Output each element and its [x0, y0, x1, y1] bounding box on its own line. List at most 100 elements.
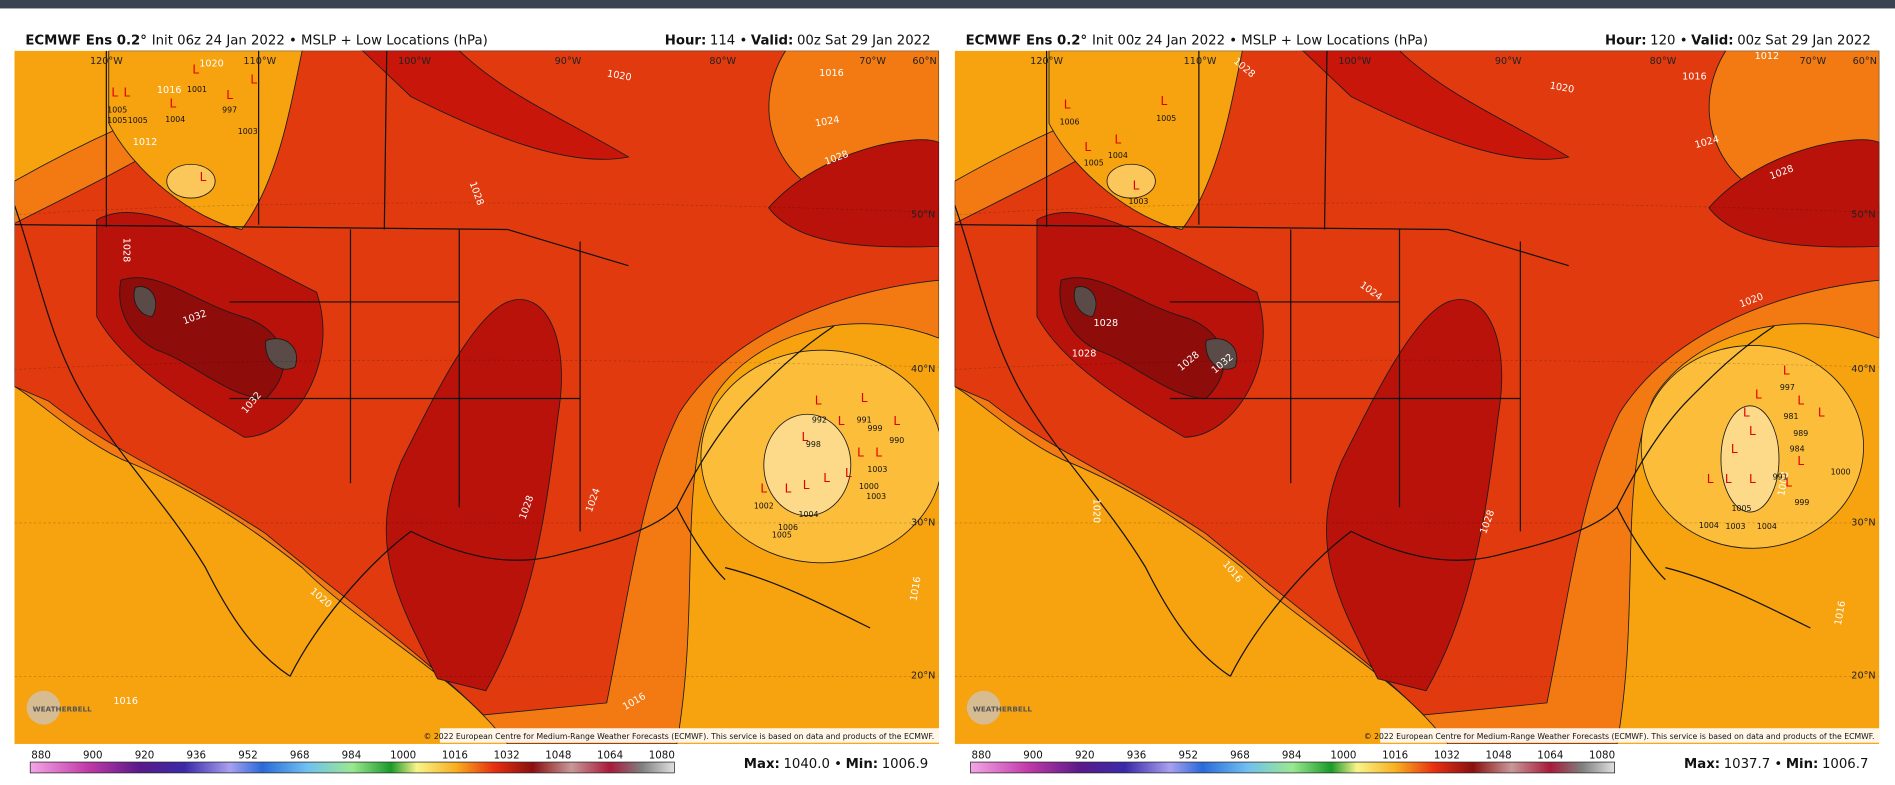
panel: ECMWF Ens 0.2° Init 06z 24 Jan 2022 • MSL…: [14, 34, 940, 774]
contour-label: 1028: [1072, 348, 1097, 359]
colorbar-label: 952: [1178, 749, 1198, 761]
low-value: 998: [806, 440, 821, 449]
pressure-region: [385, 299, 562, 692]
border-line: [14, 205, 291, 677]
low-marker: L: [838, 414, 845, 428]
contour-label: 1020: [1091, 499, 1102, 524]
max: 1037.7 •: [1724, 757, 1782, 772]
longitude-label: 120°W: [90, 56, 123, 67]
low-marker: L: [250, 72, 257, 86]
low-value: 981: [1784, 412, 1799, 421]
low-marker: L: [1743, 406, 1750, 420]
latitude-label: 30°N: [1851, 517, 1875, 528]
border-line: [954, 224, 1569, 267]
colorbar-label: 1016: [1382, 749, 1408, 761]
pressure-region: [108, 50, 303, 230]
low-marker: L: [1783, 363, 1790, 377]
low-marker: L: [169, 96, 176, 110]
border-line: [1323, 50, 1328, 230]
valid: 00z Sat 29 Jan 2022: [797, 34, 931, 49]
low-value: 1003: [1725, 522, 1745, 531]
low-value: 992: [812, 416, 827, 425]
latitude-label: 20°N: [1851, 671, 1875, 682]
low-value: 1004: [1699, 521, 1719, 530]
pressure-region: [1048, 50, 1243, 230]
contour-label: 1016: [819, 68, 844, 79]
low-marker: L: [226, 88, 233, 102]
low-value: 999: [1794, 498, 1809, 507]
low-marker: L: [1818, 406, 1825, 420]
low-marker: L: [1749, 472, 1756, 486]
contour-label: 1012: [133, 137, 158, 148]
pressure-region: [361, 50, 630, 160]
logo-badge: [966, 690, 1001, 725]
low-marker: L: [111, 86, 118, 100]
border-line: [954, 205, 1231, 677]
valid: 00z Sat 29 Jan 2022: [1737, 34, 1871, 49]
low-value: 1006: [1060, 117, 1080, 126]
low-marker: L: [200, 170, 207, 184]
colorbar-label: 968: [1230, 749, 1250, 761]
top-bar: [0, 0, 1895, 9]
contour-label: 1008: [1776, 471, 1791, 497]
low-marker: L: [1707, 472, 1714, 486]
contour-label: 1024: [814, 114, 840, 129]
latitude-label: 50°N: [1851, 209, 1875, 220]
latitude-label: 30°N: [911, 517, 935, 528]
low-marker: L: [823, 471, 830, 485]
min-label: Min:: [846, 757, 879, 772]
latitude-label: 20°N: [911, 671, 935, 682]
contour-label: 1016: [1682, 72, 1707, 83]
low-pressure-core: [1720, 405, 1780, 513]
max-label: Max:: [744, 757, 780, 772]
colorbar-label: 880: [31, 749, 51, 761]
low-value: 984: [1790, 445, 1805, 454]
low-marker: L: [1797, 394, 1804, 408]
latitude-label: 40°N: [1851, 364, 1875, 375]
max-min: Max: 1040.0 • Min: 1006.9: [744, 757, 928, 772]
low-value: 1002: [754, 501, 774, 510]
colorbar-label: 936: [1127, 749, 1147, 761]
colorbar: [29, 761, 675, 774]
pressure-region: [1302, 50, 1570, 160]
low-value: 1006: [778, 523, 798, 532]
min-label: Min:: [1786, 757, 1819, 772]
valid-label: Valid:: [1691, 34, 1733, 49]
colorbar-label: 968: [290, 749, 310, 761]
colorbar-label: 1064: [1537, 749, 1563, 761]
low-marker: L: [1785, 476, 1792, 490]
longitude-label: 120°W: [1030, 56, 1063, 67]
low-value: 1003: [866, 492, 886, 501]
contour-label: 1028: [1094, 318, 1119, 329]
low-marker: L: [785, 482, 792, 496]
map: [14, 50, 940, 744]
low-marker: L: [1084, 140, 1091, 154]
copyright-bg: [439, 728, 940, 743]
graticule: [14, 202, 940, 677]
colorbar-label: 1032: [494, 749, 520, 761]
low-value: 1005: [107, 105, 127, 114]
panel-header-left: ECMWF Ens 0.2° Init 00z 24 Jan 2022 • MSL…: [966, 34, 1428, 49]
pressure-region: [166, 163, 216, 199]
model-name: ECMWF Ens 0.2°: [25, 34, 147, 49]
contour-label: 1016: [1833, 600, 1848, 626]
logo-badge: [26, 690, 61, 725]
border-line: [1616, 325, 1775, 508]
copyright: © 2022 European Centre for Medium-Range …: [1364, 732, 1875, 741]
low-marker: L: [1755, 388, 1762, 402]
longitude-label: 100°W: [1338, 56, 1371, 67]
colorbar-label: 1080: [649, 749, 675, 761]
colorbar-label: 900: [83, 749, 103, 761]
hour-label: Hour:: [665, 34, 707, 49]
colorbar-label: 952: [238, 749, 258, 761]
low-pressure-core: [763, 413, 852, 517]
colorbar-label: 984: [342, 749, 362, 761]
longitude-label: 80°W: [709, 56, 736, 67]
init-product: Init 00z 24 Jan 2022 • MSLP + Low Locati…: [1092, 34, 1428, 49]
contour-label: 1012: [1755, 51, 1780, 62]
low-value: 1003: [867, 465, 887, 474]
low-marker: L: [802, 430, 809, 444]
longitude-label: 110°W: [243, 56, 276, 67]
colorbar-label: 880: [972, 749, 992, 761]
init-product: Init 06z 24 Jan 2022 • MSLP + Low Locati…: [152, 34, 488, 49]
